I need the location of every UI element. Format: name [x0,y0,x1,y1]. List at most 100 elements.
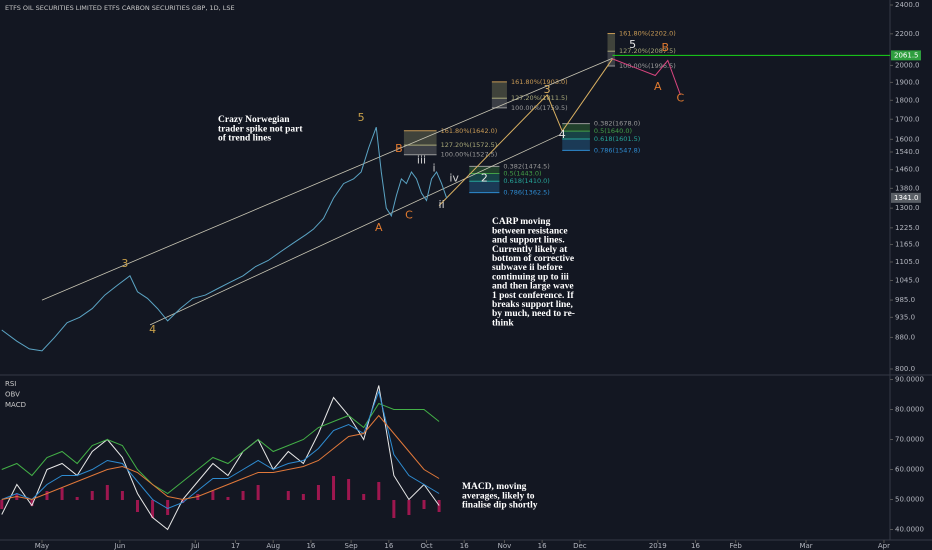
indicator-line [1,389,440,510]
fib-label: 127.20%(1811.5) [511,94,568,102]
price-tag-label: 2061.5 [894,51,919,59]
macd-histogram-bar [256,485,260,500]
fib-label: 100.00%(1996.5) [619,62,676,70]
fib-label: 0.786(1362.5) [503,189,549,197]
y-tick-label: 1045.0 [895,276,920,284]
macd-histogram-bar [437,500,441,512]
y-tick-label: 880.0 [895,333,915,341]
note-line: Crazy Norwegian [218,115,290,125]
pane-legend: RSI [5,380,16,388]
fib-label: 127.20%(1572.5) [441,141,498,149]
fib-zone [403,145,437,155]
price-line [1,126,448,352]
fib-label: 161.80%(1642.0) [441,127,498,135]
fib-zone [562,139,590,151]
wave-label: A [375,221,383,234]
x-tick-label: 2019 [649,542,667,550]
chart-title: ETFS OIL SECURITIES LIMITED ETFS CARBON … [5,4,235,12]
x-tick-label: 16 [306,542,315,550]
y-tick-label: 2200.0 [895,30,920,38]
fib-label: 0.5(1640.0) [594,127,632,135]
note-line: by much, need to re- [492,309,575,319]
x-tick-label: 17 [231,542,240,550]
x-tick-label: Jul [190,542,200,550]
macd-histogram-bar [151,500,155,518]
macd-histogram-bar [362,494,366,500]
y-tick-label: 70.0000 [895,436,924,444]
x-tick-label: Feb [729,542,742,550]
macd-histogram-bar [135,500,139,512]
pane-legend: MACD [5,401,26,409]
note-line: 1 post conference. If [492,291,574,301]
y-tick-label: 40.0000 [895,526,924,534]
y-tick-label: 985.0 [895,296,915,304]
price-tag-label: 1341.0 [894,194,919,202]
x-tick-label: 16 [384,542,393,550]
trend-line [41,57,613,301]
fib-label: 0.618(1601.5) [594,135,640,143]
wave-label: ii [439,198,445,211]
note-line: subwave ii before [492,263,563,273]
x-tick-label: Nov [498,542,512,550]
macd-histogram-bar [90,491,94,500]
y-tick-label: 1900.0 [895,78,920,86]
y-tick-label: 800.0 [895,365,915,373]
x-tick-label: 16 [691,542,700,550]
note-line: Currently likely at [492,245,568,255]
note-line: and then large wave [492,282,574,292]
note-line: of trend lines [218,134,271,144]
wave-label: 3 [121,257,128,270]
x-tick-label: 16 [460,542,469,550]
y-tick-label: 1700.0 [895,115,920,123]
note-line: CARP moving [492,217,551,227]
x-tick-label: Oct [420,542,432,550]
note-line: bottom of corrective [492,254,574,264]
x-tick-label: Mar [799,542,812,550]
note-line: MACD, moving [462,482,527,492]
pane-legend: OBV [5,391,20,399]
x-tick-label: Sep [345,542,359,550]
fib-label: 127.20%(2087.5) [619,47,676,55]
wave-label: B [662,41,670,54]
wave-label: i [433,161,436,174]
y-tick-label: 1165.0 [895,240,920,248]
macd-histogram-bar [241,491,245,500]
wave-label: A [654,80,662,93]
fib-label: 100.00%(1527.5) [441,151,498,159]
wave-label: iii [417,154,426,167]
fib-zone [469,181,500,193]
fib-zone [562,131,590,140]
x-tick-label: May [35,542,49,550]
macd-histogram-bar [392,500,396,518]
x-tick-label: Aug [266,542,280,550]
macd-histogram-bar [301,494,305,500]
x-tick-label: 16 [538,542,547,550]
wave-label: 4 [559,128,566,141]
wave-path [438,58,613,206]
fib-zone [469,173,500,182]
y-tick-label: 50.0000 [895,496,924,504]
wave-label: C [405,209,413,222]
fib-zone [403,130,437,146]
y-tick-label: 1540.0 [895,148,920,156]
macd-histogram-bar [75,497,79,500]
x-tick-label: Apr [878,542,890,550]
fib-zone [491,98,507,108]
wave-label: 2 [481,171,488,184]
macd-histogram-bar [316,485,320,500]
note-line: continuing up to iii [492,272,569,282]
macd-histogram-bar [332,476,336,500]
y-tick-label: 80.0000 [895,406,924,414]
y-tick-label: 1225.0 [895,224,920,232]
macd-histogram-bar [407,500,411,515]
note-line: between resistance [492,226,568,236]
fib-label: 0.618(1410.0) [503,177,549,185]
fib-label: 161.80%(1903.0) [511,78,568,86]
y-tick-label: 60.0000 [895,466,924,474]
note-line: averages, likely to [462,491,535,501]
fib-zone [491,81,507,99]
macd-histogram-bar [226,497,230,500]
